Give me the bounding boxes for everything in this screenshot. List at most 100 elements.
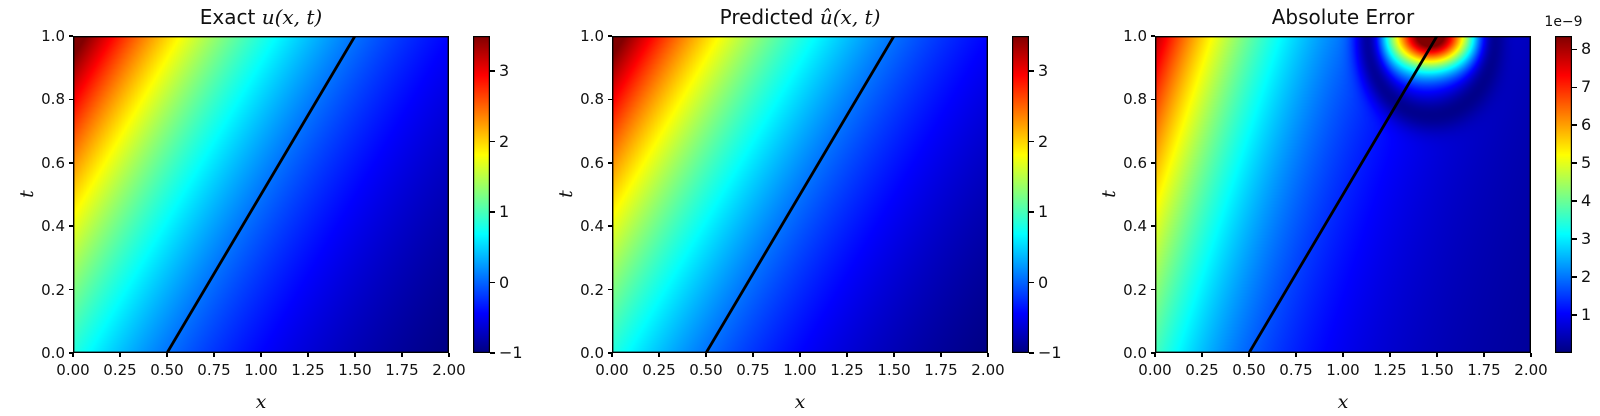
x-tick-mark <box>1248 353 1250 357</box>
x-tick-mark <box>1483 353 1485 357</box>
x-tick-label: 0.25 <box>103 361 137 379</box>
colorbar-tick-mark <box>1572 48 1577 51</box>
colorbar-tick-label: 2 <box>1038 131 1049 151</box>
y-tick-label: 0.6 <box>580 153 604 172</box>
x-tick-label: 1.25 <box>1373 361 1407 379</box>
x-tick-label: 0.50 <box>150 361 184 379</box>
y-tick-label: 1.0 <box>1123 27 1147 45</box>
x-tick-mark <box>846 353 848 357</box>
x-tick-mark <box>1295 353 1297 357</box>
colorbar-tick-mark <box>1572 238 1577 240</box>
heatmap-abs-error-canvas <box>1155 36 1531 353</box>
x-tick-label: 0.00 <box>56 361 90 379</box>
x-tick-mark <box>940 353 942 357</box>
colorbar-tick-mark <box>1572 124 1577 126</box>
title-text: Exact <box>199 5 262 29</box>
x-tick-mark <box>1436 353 1438 357</box>
colorbar-tick-label: 4 <box>1581 191 1592 211</box>
x-tick-mark <box>401 353 403 357</box>
y-tick-label: 0.2 <box>580 280 604 299</box>
x-tick-mark <box>893 353 895 357</box>
y-tick-mark <box>1151 162 1155 164</box>
x-tick-mark <box>213 353 215 357</box>
y-tick-mark <box>1151 288 1155 291</box>
colorbar-tick-label: −1 <box>499 343 523 362</box>
y-tick-label: 0.6 <box>1123 153 1147 172</box>
x-tick-mark <box>448 353 450 357</box>
y-tick-label: 1.0 <box>41 27 65 45</box>
colorbar-tick-mark <box>1029 352 1034 354</box>
y-tick-label: 0.4 <box>580 217 604 236</box>
x-tick-label: 0.00 <box>1138 361 1172 379</box>
colorbar-tick-label: 8 <box>1581 39 1592 59</box>
colorbar-tick-mark <box>1572 276 1577 278</box>
y-tick-label: 0.4 <box>1123 217 1147 236</box>
colorbar-tick-label: 1 <box>1038 202 1049 222</box>
y-tick-mark <box>608 162 612 164</box>
x-tick-mark <box>354 353 356 357</box>
x-tick-mark <box>72 353 74 357</box>
panel-title: Predicted û(x, t) <box>612 5 988 29</box>
x-tick-mark <box>799 353 801 357</box>
colorbar-tick-label: 2 <box>499 131 510 151</box>
x-tick-label: 0.50 <box>1232 361 1266 379</box>
y-tick-mark <box>1151 352 1155 354</box>
colorbar-tick-label: 6 <box>1581 115 1592 135</box>
x-tick-label: 2.00 <box>1514 361 1548 379</box>
colorbar-canvas <box>1555 36 1572 353</box>
x-tick-mark <box>611 353 613 357</box>
colorbar-tick-label: 5 <box>1581 153 1592 173</box>
colorbar-tick-label: 3 <box>1038 61 1049 81</box>
x-tick-mark <box>1389 353 1391 357</box>
y-tick-mark <box>608 352 612 354</box>
x-tick-mark <box>1201 353 1203 357</box>
y-tick-label: 0.4 <box>41 217 65 236</box>
x-tick-mark <box>119 353 121 357</box>
y-tick-label: 1.0 <box>580 27 604 45</box>
x-tick-label: 1.00 <box>1326 361 1360 379</box>
x-tick-label: 1.25 <box>830 361 864 379</box>
y-tick-mark <box>1151 98 1155 101</box>
x-axis-label: x <box>255 391 267 413</box>
heatmap-exact-canvas <box>73 36 449 353</box>
y-tick-mark <box>69 352 73 354</box>
y-tick-mark <box>608 98 612 101</box>
x-tick-mark <box>705 353 707 357</box>
x-tick-label: 1.75 <box>385 361 419 379</box>
y-tick-mark <box>69 35 73 37</box>
colorbar-tick-mark <box>490 140 495 143</box>
panel-title: Exact u(x, t) <box>73 5 449 29</box>
x-tick-label: 2.00 <box>432 361 466 379</box>
x-tick-label: 0.75 <box>1279 361 1313 379</box>
y-tick-label: 0.0 <box>580 344 604 362</box>
x-tick-mark <box>752 353 754 357</box>
x-tick-label: 1.50 <box>877 361 911 379</box>
y-tick-mark <box>69 98 73 101</box>
colorbar-tick-mark <box>1029 140 1034 143</box>
y-tick-mark <box>608 288 612 291</box>
colorbar-tick-label: 3 <box>1581 229 1592 249</box>
y-tick-mark <box>608 225 612 227</box>
y-tick-label: 0.6 <box>41 153 65 172</box>
title-math-text: u(x, t) <box>261 5 323 29</box>
y-tick-mark <box>69 162 73 164</box>
colorbar-tick-mark <box>1572 200 1577 202</box>
x-tick-mark <box>260 353 262 357</box>
colorbar-tick-label: 3 <box>499 61 510 81</box>
x-tick-label: 0.25 <box>1185 361 1219 379</box>
colorbar-tick-mark <box>1029 281 1034 284</box>
x-tick-mark <box>1342 353 1344 357</box>
colorbar-tick-label: 7 <box>1581 77 1592 97</box>
colorbar-tick-label: 0 <box>1038 272 1049 292</box>
y-tick-label: 0.0 <box>41 344 65 362</box>
colorbar-canvas <box>473 36 490 353</box>
x-tick-mark <box>307 353 309 357</box>
title-text: Absolute Error <box>1271 5 1415 29</box>
colorbar-tick-label: 1 <box>499 202 510 222</box>
y-tick-label: 0.2 <box>41 280 65 299</box>
y-tick-mark <box>69 225 73 227</box>
colorbar-tick-mark <box>490 281 495 284</box>
